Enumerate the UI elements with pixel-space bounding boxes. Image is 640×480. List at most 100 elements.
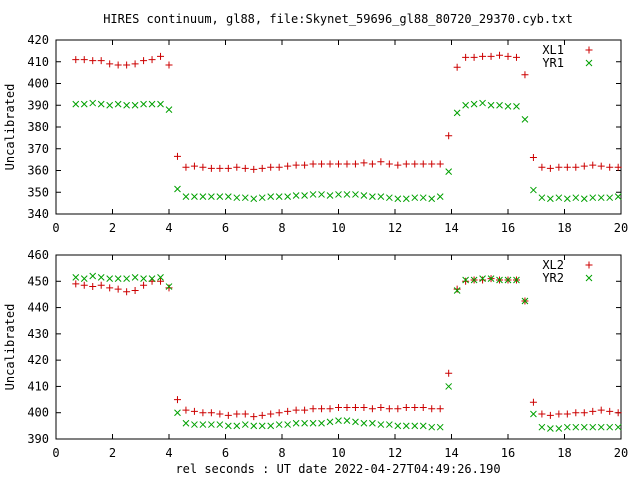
data-point (284, 162, 292, 170)
y-tick-label: 390 (27, 432, 49, 446)
data-point (453, 287, 461, 294)
x-tick-label: 2 (109, 446, 116, 460)
data-point (580, 162, 588, 170)
data-point (428, 405, 436, 413)
data-point (512, 53, 520, 61)
data-point (394, 422, 402, 430)
data-point (301, 419, 308, 427)
data-point (572, 163, 580, 171)
data-point (555, 194, 563, 202)
data-point (538, 163, 546, 171)
data-point (106, 284, 114, 292)
data-point (258, 422, 266, 430)
data-point (470, 100, 478, 108)
data-point (199, 193, 207, 200)
legend-label: XL2 (542, 258, 564, 272)
data-point (589, 194, 597, 202)
data-point (445, 168, 453, 175)
data-point (157, 277, 165, 285)
data-point (411, 160, 419, 168)
data-point (241, 194, 249, 202)
data-point (80, 275, 88, 283)
data-point (140, 275, 147, 283)
data-point (352, 418, 359, 426)
data-point (462, 277, 470, 285)
data-point (419, 194, 427, 202)
data-point (496, 51, 504, 59)
data-point (453, 285, 461, 293)
data-point (72, 280, 80, 288)
data-point (318, 191, 325, 198)
data-point (275, 409, 283, 417)
data-point (114, 275, 122, 283)
data-point (597, 194, 605, 202)
legend-marker (585, 59, 593, 67)
data-point (470, 53, 478, 61)
data-point (216, 410, 224, 418)
data-point (173, 396, 181, 404)
x-tick-label: 18 (557, 446, 571, 460)
x-tick-label: 4 (165, 221, 172, 235)
data-point (597, 423, 605, 431)
x-tick-label: 0 (52, 446, 59, 460)
data-point (504, 52, 512, 60)
data-point (301, 406, 309, 414)
data-point (123, 288, 131, 296)
series-XL1 (72, 51, 622, 173)
data-point (479, 275, 486, 283)
data-point (521, 297, 529, 305)
data-point (267, 410, 275, 418)
data-point (275, 163, 283, 171)
data-point (479, 99, 486, 107)
data-point (402, 195, 410, 203)
lower-panel: 0 2 4 6 8 10 12 14 16 18 20 390 400 410 420 430 440 450 46… (3, 248, 628, 460)
data-point (547, 425, 554, 432)
data-point (555, 163, 563, 171)
data-point (140, 57, 148, 65)
data-point (224, 193, 232, 200)
data-point (445, 369, 453, 377)
y-tick-label: 390 (27, 98, 49, 112)
data-point (165, 284, 173, 292)
data-point (182, 193, 190, 200)
data-point (385, 421, 393, 428)
data-point (377, 158, 385, 166)
legend-marker (585, 274, 593, 282)
data-point (182, 406, 190, 414)
data-point (580, 409, 588, 417)
data-point (292, 161, 300, 169)
legend-label: YR2 (542, 271, 564, 285)
data-point (538, 410, 546, 418)
legend-label: XL1 (542, 43, 564, 57)
data-point (368, 405, 376, 413)
data-point (530, 410, 537, 418)
data-point (546, 411, 554, 419)
data-point (326, 192, 334, 199)
data-point (580, 423, 588, 431)
data-point (258, 194, 266, 202)
data-point (309, 191, 317, 198)
data-point (335, 191, 342, 198)
data-point (487, 101, 495, 109)
data-point (606, 407, 614, 415)
x-tick-label: 18 (557, 221, 571, 235)
data-point (597, 162, 605, 170)
data-point (190, 407, 198, 415)
x-axis-label: rel seconds : UT date 2022-04-27T04:49:2… (175, 462, 500, 476)
y-tick-label: 420 (27, 353, 49, 367)
y-tick-label: 380 (27, 120, 49, 134)
data-point (174, 409, 181, 417)
data-point (436, 160, 444, 168)
data-point (513, 102, 520, 110)
series-YR2 (72, 272, 622, 432)
data-point (496, 276, 503, 284)
data-point (182, 419, 190, 427)
data-point (97, 273, 105, 281)
data-point (199, 409, 207, 417)
data-point (241, 410, 249, 418)
data-point (318, 160, 326, 168)
data-point (411, 422, 419, 430)
data-point (148, 56, 156, 64)
data-point (123, 61, 131, 69)
